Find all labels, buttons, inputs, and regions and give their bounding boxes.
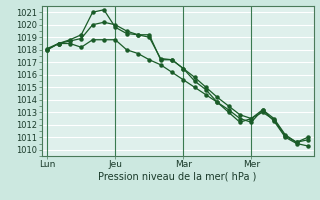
X-axis label: Pression niveau de la mer( hPa ): Pression niveau de la mer( hPa ) xyxy=(99,172,257,182)
